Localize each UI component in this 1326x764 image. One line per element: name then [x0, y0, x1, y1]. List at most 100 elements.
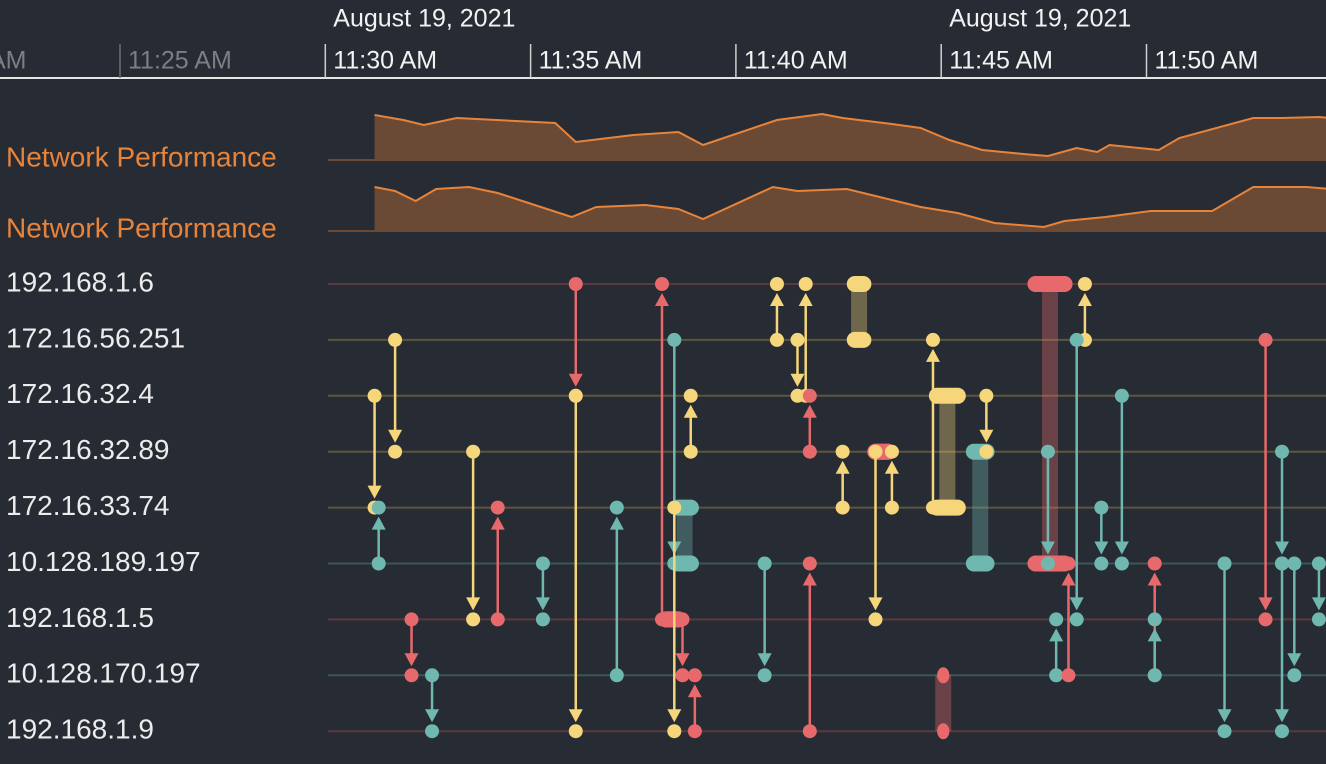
- event-target: [925, 332, 940, 347]
- event-target: [1040, 556, 1055, 571]
- event-arrow: [1147, 628, 1162, 642]
- event-arrow: [1077, 293, 1092, 306]
- date-label: August 19, 2021: [949, 5, 1131, 33]
- event-arrow: [925, 348, 940, 362]
- span-column: [972, 451, 989, 564]
- event-source: [667, 332, 682, 347]
- event-target: [802, 556, 817, 571]
- event-target: [667, 724, 682, 739]
- event-source: [1258, 332, 1273, 347]
- row-label: 10.128.170.197: [6, 658, 201, 689]
- event-target: [425, 724, 440, 739]
- tick-label: 11:35 AM: [539, 47, 643, 75]
- date-label: August 19, 2021: [333, 5, 515, 33]
- event-target: [675, 668, 690, 683]
- event-arrow: [1069, 597, 1084, 611]
- event-arrow: [1258, 597, 1273, 611]
- event-arrow: [404, 653, 419, 667]
- event-source: [1147, 668, 1162, 683]
- event-target: [1094, 556, 1109, 571]
- event-source: [1094, 500, 1109, 515]
- event-arrow: [1274, 541, 1289, 555]
- event-source: [371, 556, 386, 571]
- row-label: 192.168.1.9: [6, 714, 154, 745]
- row-label: 10.128.189.197: [6, 546, 201, 577]
- event-source: [667, 500, 682, 515]
- event-arrow: [1274, 709, 1289, 723]
- event-target: [535, 612, 550, 627]
- event-arrow: [367, 485, 382, 499]
- event-arrow: [835, 460, 850, 474]
- span-pill: [846, 331, 872, 348]
- event-source: [568, 277, 583, 291]
- event-target: [1049, 612, 1064, 627]
- event-target: [1287, 668, 1302, 683]
- event-source: [802, 724, 817, 739]
- event-arrow: [1114, 541, 1129, 555]
- event-arrow: [802, 404, 817, 418]
- event-target: [802, 388, 817, 403]
- event-source: [1274, 556, 1289, 571]
- span-column: [1042, 284, 1059, 564]
- event-target: [466, 612, 481, 627]
- event-target: [798, 277, 813, 291]
- event-source: [835, 500, 850, 515]
- event-arrow: [683, 404, 698, 418]
- event-source: [687, 724, 702, 739]
- span-pill: [1027, 276, 1073, 292]
- event-target: [388, 444, 403, 459]
- event-source: [683, 444, 698, 459]
- event-source: [654, 612, 669, 627]
- event-target: [1147, 556, 1162, 571]
- event-source: [769, 332, 784, 347]
- event-arrow: [609, 516, 624, 530]
- event-target: [1217, 724, 1232, 739]
- event-arrow: [1040, 541, 1055, 555]
- event-source: [1217, 556, 1232, 571]
- row-label: 192.168.1.6: [6, 266, 154, 297]
- row-label: 192.168.1.5: [6, 602, 154, 633]
- event-source: [1049, 668, 1064, 683]
- event-target: [490, 500, 505, 515]
- row-label: 172.16.32.4: [6, 378, 154, 409]
- event-source: [1069, 332, 1084, 347]
- panel-area: [374, 114, 1326, 160]
- event-arrow: [802, 572, 817, 586]
- event-target: [1147, 612, 1162, 627]
- span-column: [939, 395, 956, 508]
- event-source: [490, 612, 505, 627]
- event-source: [790, 332, 805, 347]
- event-arrow: [568, 373, 583, 387]
- event-arrow: [757, 653, 772, 667]
- event-arrow: [535, 597, 550, 611]
- event-source: [1061, 668, 1076, 683]
- tick-label: 11:45 AM: [949, 47, 1053, 75]
- event-arrow: [798, 293, 813, 306]
- event-arrow: [667, 709, 682, 723]
- event-arrow: [868, 597, 883, 611]
- event-arrow: [687, 684, 702, 698]
- tick-label: 11:30 AM: [333, 47, 437, 75]
- event-arrow: [1217, 709, 1232, 723]
- panel-area: [374, 187, 1326, 231]
- event-arrow: [1287, 653, 1302, 667]
- event-source: [404, 612, 419, 627]
- event-source: [884, 500, 899, 515]
- panel-label: Network Performance: [6, 141, 277, 172]
- span-pill: [965, 555, 995, 572]
- event-source: [388, 332, 403, 347]
- event-source: [868, 444, 883, 459]
- event-source: [535, 556, 550, 571]
- event-arrow: [568, 709, 583, 723]
- event-target: [687, 668, 702, 683]
- event-target: [979, 444, 994, 459]
- event-source: [466, 444, 481, 459]
- span-pill: [928, 387, 966, 404]
- event-source: [425, 668, 440, 683]
- event-arrow: [769, 293, 784, 306]
- panel-line: [374, 112, 1326, 158]
- event-arrow: [790, 373, 805, 387]
- row-label: 172.16.32.89: [6, 434, 170, 465]
- event-source: [1040, 444, 1055, 459]
- event-arrow: [371, 516, 386, 530]
